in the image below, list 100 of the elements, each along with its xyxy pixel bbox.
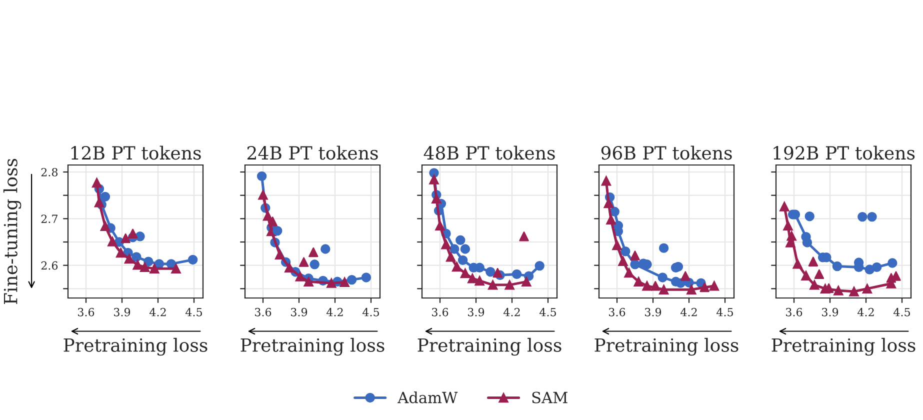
x-axis-title: Pretraining loss [772, 338, 916, 356]
point [256, 171, 267, 182]
point [452, 262, 462, 272]
point [100, 192, 110, 202]
point [786, 231, 796, 241]
x-tick-label: 4.5 [716, 308, 733, 316]
chart-title: 24B PT tokens [247, 146, 378, 160]
point [124, 254, 134, 264]
point [862, 284, 872, 294]
point [116, 248, 126, 258]
x-tick-label: 3.6 [78, 308, 94, 316]
chart-title: 192B PT tokens [774, 146, 915, 160]
y-tick-label: 2.8 [41, 168, 58, 176]
point [832, 261, 842, 272]
point [858, 212, 868, 222]
point [650, 281, 660, 291]
point [504, 280, 514, 290]
point [780, 202, 790, 212]
point [792, 259, 802, 269]
x-tick-label: 3.6 [255, 308, 272, 316]
x-tick-label: 3.6 [432, 308, 448, 316]
point [872, 262, 882, 272]
point [435, 220, 445, 231]
legend-label: AdamW [398, 391, 458, 404]
point [834, 286, 844, 296]
point [610, 206, 620, 217]
point [144, 256, 154, 266]
point [642, 281, 652, 291]
point [458, 255, 468, 266]
x-tick-label: 4.5 [186, 308, 202, 316]
point [100, 221, 110, 231]
point [512, 269, 522, 280]
point [658, 243, 669, 253]
x-axis-title: Pretraining loss [594, 338, 738, 356]
point [340, 277, 350, 287]
point [320, 244, 330, 254]
point [709, 281, 720, 291]
point [810, 280, 820, 290]
x-tick-label: 3.9 [822, 308, 838, 316]
chart-title: 12B PT tokens [71, 146, 201, 160]
point [450, 244, 460, 254]
point [456, 235, 466, 245]
x-tick-label: 4.5 [362, 308, 379, 316]
point [135, 232, 145, 242]
point [120, 233, 130, 244]
point [268, 216, 278, 226]
point [429, 174, 439, 184]
x-axis-title: Pretraining loss [64, 338, 208, 356]
point [441, 239, 451, 250]
x-tick-label: 3.6 [609, 308, 626, 316]
x-tick-label: 4.2 [504, 308, 520, 316]
point [295, 272, 306, 282]
y-axis-title: Fine-tuning loss [3, 158, 22, 304]
x-tick-label: 3.9 [468, 308, 484, 316]
point [606, 214, 616, 224]
x-tick-label: 4.2 [680, 308, 697, 316]
point [522, 276, 532, 287]
point [488, 280, 498, 290]
x-tick-label: 4.5 [540, 308, 556, 316]
y-tick-label: 2.6 [41, 261, 58, 270]
point [783, 220, 793, 231]
point [262, 211, 273, 221]
x-tick-label: 4.2 [150, 308, 166, 316]
point [304, 276, 314, 287]
x-tick-label: 3.9 [645, 308, 662, 316]
point [612, 240, 622, 250]
point [486, 267, 496, 277]
point [630, 250, 640, 260]
point [888, 258, 898, 268]
point [634, 276, 644, 287]
point [492, 268, 502, 278]
x-tick-label: 4.2 [326, 308, 343, 316]
point [284, 262, 294, 273]
point [150, 264, 160, 274]
point [808, 256, 818, 266]
point [618, 256, 628, 266]
point [326, 278, 336, 288]
chart-title: 96B PT tokens [601, 146, 732, 160]
point [460, 268, 470, 278]
point [258, 190, 268, 200]
point [446, 252, 456, 262]
x-axis-title: Pretraining loss [240, 338, 384, 356]
point [140, 262, 150, 272]
point [624, 268, 634, 278]
point [802, 238, 812, 248]
point [308, 247, 318, 258]
x-tick-label: 4.2 [858, 308, 874, 316]
point [604, 198, 614, 208]
point [519, 232, 529, 242]
x-axis-title: Pretraining loss [418, 338, 562, 356]
point [686, 284, 696, 294]
point [630, 260, 640, 270]
point [658, 284, 669, 294]
x-tick-label: 3.9 [114, 308, 130, 316]
point [94, 197, 104, 208]
point [804, 211, 814, 222]
point [274, 250, 285, 260]
point [298, 257, 309, 267]
point [814, 269, 824, 280]
point [474, 276, 484, 286]
